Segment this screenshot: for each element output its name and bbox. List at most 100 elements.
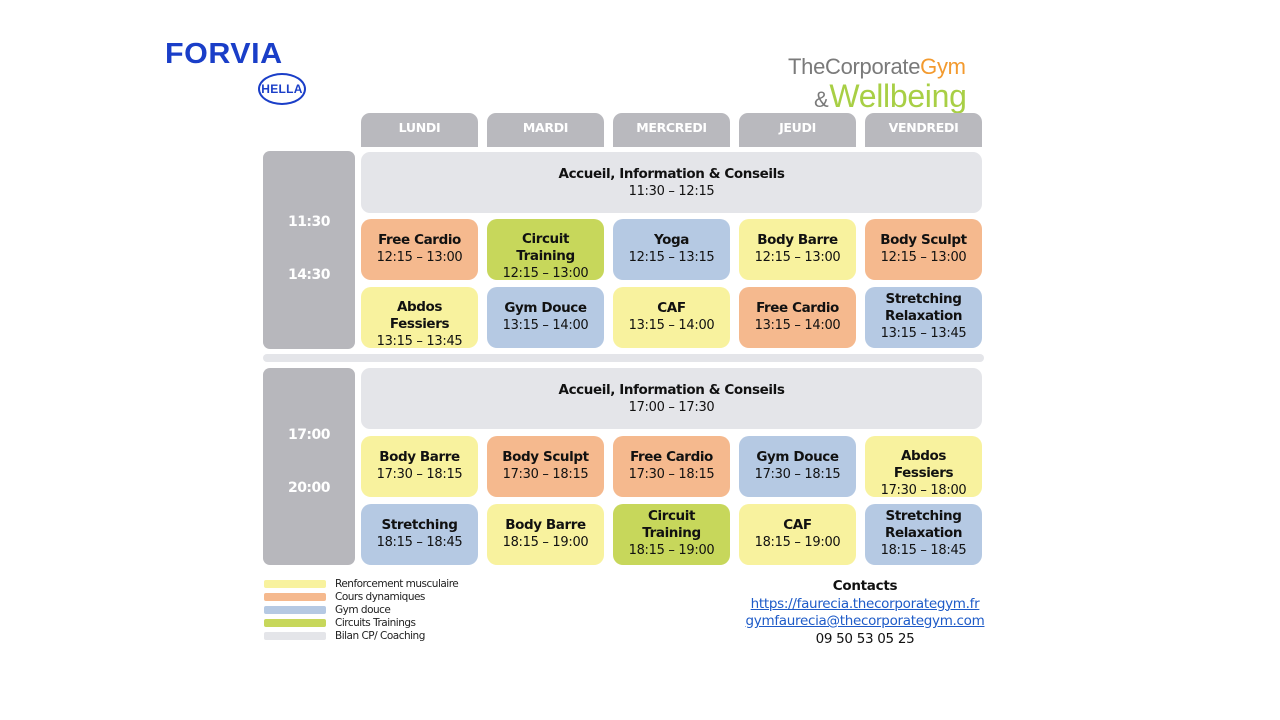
class-cell[interactable]: Body Barre 17:30 – 18:15: [361, 436, 478, 497]
class-hours: 18:15 – 19:00: [628, 543, 715, 558]
legend-label: Cours dynamiques: [335, 591, 425, 603]
class-hours: 12:15 – 13:00: [376, 250, 463, 265]
class-cell[interactable]: Body Barre 12:15 – 13:00: [739, 219, 856, 280]
class-hours: 18:15 – 18:45: [880, 543, 967, 558]
class-hours: 18:15 – 19:00: [754, 535, 841, 550]
wellbeing-logo: &Wellbeing: [814, 78, 967, 115]
class-hours: 13:15 – 13:45: [880, 326, 967, 341]
legend-swatch-renforcement: [264, 580, 326, 588]
time-column-midday: 11:30 14:30: [263, 151, 355, 349]
class-hours: 18:15 – 19:00: [502, 535, 589, 550]
day-header-vendredi: VENDREDI: [865, 113, 982, 147]
legend-label: Gym douce: [335, 604, 391, 616]
class-cell[interactable]: Stretching Relaxation 18:15 – 18:45: [865, 504, 982, 565]
day-header-mercredi: MERCREDI: [613, 113, 730, 147]
class-cell[interactable]: Yoga 12:15 – 13:15: [613, 219, 730, 280]
class-cell[interactable]: Abdos Fessiers 17:30 – 18:00: [865, 436, 982, 498]
class-hours: 13:15 – 14:00: [754, 318, 841, 333]
accueil-hours: 11:30 – 12:15: [628, 183, 715, 199]
legend-label: Renforcement musculaire: [335, 578, 459, 590]
accueil-name: Accueil, Information & Conseils: [558, 165, 785, 182]
class-hours: 18:15 – 18:45: [376, 535, 463, 550]
class-hours: 13:15 – 14:00: [628, 318, 715, 333]
section-divider: [263, 354, 984, 362]
class-hours: 17:30 – 18:15: [628, 467, 715, 482]
class-cell[interactable]: Free Cardio 17:30 – 18:15: [613, 436, 730, 497]
legend-label: Bilan CP/ Coaching: [335, 630, 425, 642]
time-end: 14:30: [287, 267, 331, 283]
accueil-hours: 17:00 – 17:30: [628, 399, 715, 415]
logo-wellbeing-text: Wellbeing: [829, 78, 967, 114]
email-link[interactable]: gymfaurecia@thecorporategym.com: [745, 613, 985, 629]
hella-logo-text: HELLA: [261, 82, 303, 96]
class-name: Free Cardio: [378, 232, 461, 248]
class-name: Body Sculpt: [880, 232, 967, 248]
time-end: 20:00: [287, 480, 331, 496]
class-cell[interactable]: Stretching Relaxation 13:15 – 13:45: [865, 287, 982, 348]
time-start: 17:00: [287, 427, 331, 443]
class-name: Stretching: [381, 517, 458, 533]
class-hours: 12:15 – 13:15: [628, 250, 715, 265]
phone-number: 09 50 53 05 25: [815, 630, 915, 647]
class-cell[interactable]: Stretching 18:15 – 18:45: [361, 504, 478, 565]
time-start: 11:30: [287, 214, 331, 230]
class-hours: 13:15 – 13:45: [376, 334, 463, 349]
class-hours: 13:15 – 14:00: [502, 318, 589, 333]
class-name: Body Barre: [505, 517, 586, 533]
hella-logo: HELLA: [258, 73, 306, 105]
class-hours: 12:15 – 13:00: [880, 250, 967, 265]
legend-swatch-circuits: [264, 619, 326, 627]
class-name: Abdos Fessiers: [389, 299, 450, 332]
class-name: Body Barre: [379, 449, 460, 465]
class-cell[interactable]: Circuit Training 18:15 – 19:00: [613, 504, 730, 565]
class-cell[interactable]: Gym Douce 17:30 – 18:15: [739, 436, 856, 497]
class-cell[interactable]: Abdos Fessiers 13:15 – 13:45: [361, 287, 478, 349]
day-header-mardi: MARDI: [487, 113, 604, 147]
accueil-name: Accueil, Information & Conseils: [558, 381, 785, 398]
day-header-jeudi: JEUDI: [739, 113, 856, 147]
class-hours: 17:30 – 18:15: [502, 467, 589, 482]
class-name: Gym Douce: [504, 300, 587, 316]
class-cell[interactable]: CAF 18:15 – 19:00: [739, 504, 856, 565]
legend-swatch-douce: [264, 606, 326, 614]
class-cell[interactable]: Free Cardio 13:15 – 14:00: [739, 287, 856, 348]
class-cell[interactable]: CAF 13:15 – 14:00: [613, 287, 730, 348]
class-cell[interactable]: Body Barre 18:15 – 19:00: [487, 504, 604, 565]
class-name: CAF: [657, 300, 686, 316]
logo-ampersand: &: [814, 87, 829, 112]
class-name: CAF: [783, 517, 812, 533]
legend-swatch-bilan: [264, 632, 326, 640]
class-hours: 17:30 – 18:15: [754, 467, 841, 482]
class-name: Stretching Relaxation: [884, 291, 963, 324]
class-hours: 17:30 – 18:00: [880, 483, 967, 498]
website-link[interactable]: https://faurecia.thecorporategym.fr: [750, 595, 980, 612]
class-cell[interactable]: Body Sculpt 12:15 – 13:00: [865, 219, 982, 280]
contacts-title: Contacts: [832, 578, 898, 594]
class-hours: 12:15 – 13:00: [502, 266, 589, 281]
class-cell[interactable]: Circuit Training 12:15 – 13:00: [487, 219, 604, 281]
class-name: Body Sculpt: [502, 449, 589, 465]
class-name: Yoga: [654, 232, 689, 248]
forvia-logo: FORVIA: [165, 38, 283, 70]
legend-label: Circuits Trainings: [335, 617, 416, 629]
accueil-midday: Accueil, Information & Conseils 11:30 – …: [361, 152, 982, 213]
corporate-gym-logo: TheCorporateGym: [788, 54, 966, 80]
time-column-evening: 17:00 20:00: [263, 368, 355, 565]
class-cell[interactable]: Free Cardio 12:15 – 13:00: [361, 219, 478, 280]
class-name: Stretching Relaxation: [884, 508, 963, 541]
class-name: Free Cardio: [630, 449, 713, 465]
class-name: Free Cardio: [756, 300, 839, 316]
logo-gym-text: Gym: [920, 54, 966, 79]
contacts-block: Contacts https://faurecia.thecorporategy…: [730, 578, 1000, 648]
day-header-lundi: LUNDI: [361, 113, 478, 147]
logo-corporate-text: TheCorporate: [788, 54, 921, 79]
class-name: Circuit Training: [516, 231, 575, 264]
class-name: Abdos Fessiers: [893, 448, 954, 481]
accueil-evening: Accueil, Information & Conseils 17:00 – …: [361, 368, 982, 429]
class-name: Body Barre: [757, 232, 838, 248]
class-hours: 17:30 – 18:15: [376, 467, 463, 482]
class-hours: 12:15 – 13:00: [754, 250, 841, 265]
class-name: Circuit Training: [642, 508, 701, 541]
class-cell[interactable]: Gym Douce 13:15 – 14:00: [487, 287, 604, 348]
class-cell[interactable]: Body Sculpt 17:30 – 18:15: [487, 436, 604, 497]
